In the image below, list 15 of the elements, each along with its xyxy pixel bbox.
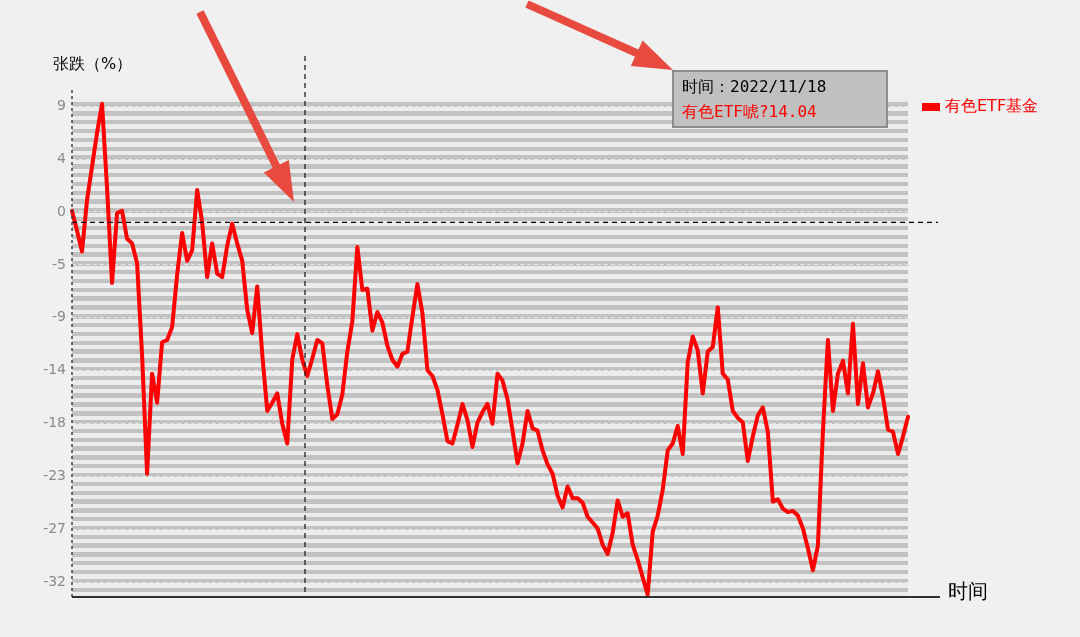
y-tick-label: -14 [43,361,67,378]
x-axis-title: 时间 [948,579,988,604]
y-tick-label: -9 [52,308,66,325]
y-tick-label: -32 [43,573,66,590]
y-tick-label: -5 [52,255,66,272]
y-axis-title: 张跌（%） [53,54,133,74]
y-tick-label: 4 [57,149,67,166]
y-tick-label: -23 [43,467,66,484]
y-tick-label: -18 [43,414,66,431]
y-tick-label: -27 [43,520,66,537]
y-tick-label: 9 [57,96,66,113]
y-tick-label: 0 [57,202,66,219]
legend-label: 有色ETF基金 [945,96,1039,116]
tooltip-box: 时间：2022/11/18 有色ETF唬?14.04 [672,70,888,128]
annotation: 有色ETF唬?14.04 [682,102,817,122]
